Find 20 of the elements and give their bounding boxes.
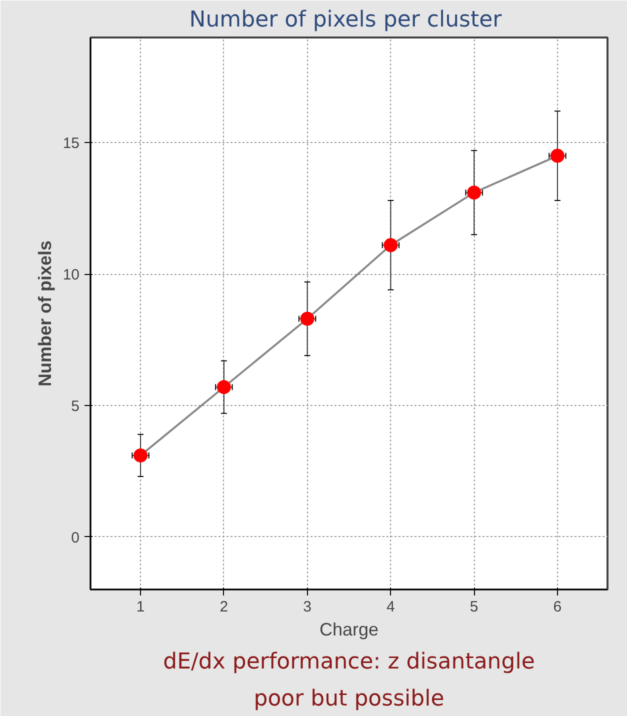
y-axis-title: Number of pixels [34,240,55,387]
x-tick-label: 4 [386,598,395,616]
point [467,186,482,200]
y-tick-label: 0 [71,529,80,546]
x-tick-label: 1 [136,598,145,616]
x-tick-label: 5 [470,598,478,616]
y-tick-label: 10 [62,266,80,284]
x-tick-label: 3 [303,598,312,616]
x-axis-title: Charge [319,620,379,640]
x-tick-label: 6 [553,598,562,616]
x-tick-label: 2 [220,598,228,616]
text: dE/dx performance: z disantangle poor but possible [163,650,535,712]
point [300,312,314,326]
point [134,448,148,462]
point [216,380,231,394]
point [384,238,398,252]
y-tick-label: 5 [71,398,80,415]
y-tick-label: 15 [62,135,80,152]
point [550,148,564,163]
chart-title: Number of pixels per cluster [189,8,503,32]
